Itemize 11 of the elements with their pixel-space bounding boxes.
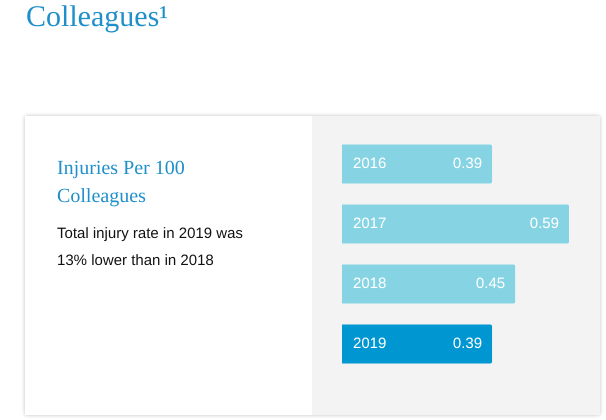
y-tick-label: 2017	[353, 215, 386, 232]
data-label: 0.39	[452, 155, 482, 172]
y-tick-label: 2019	[353, 335, 386, 352]
y-tick-label: 2018	[353, 275, 386, 292]
data-label: 0.59	[530, 215, 559, 232]
y-tick-label: 2016	[353, 155, 386, 172]
text: Total injury rate in 2019 was 13% lower than in 2018	[57, 224, 244, 271]
data-label: 0.39	[452, 335, 482, 352]
text: Colleagues¹	[26, 0, 168, 34]
text: Injuries Per 100 Colleagues	[57, 156, 186, 209]
data-label: 0.45	[476, 275, 506, 292]
